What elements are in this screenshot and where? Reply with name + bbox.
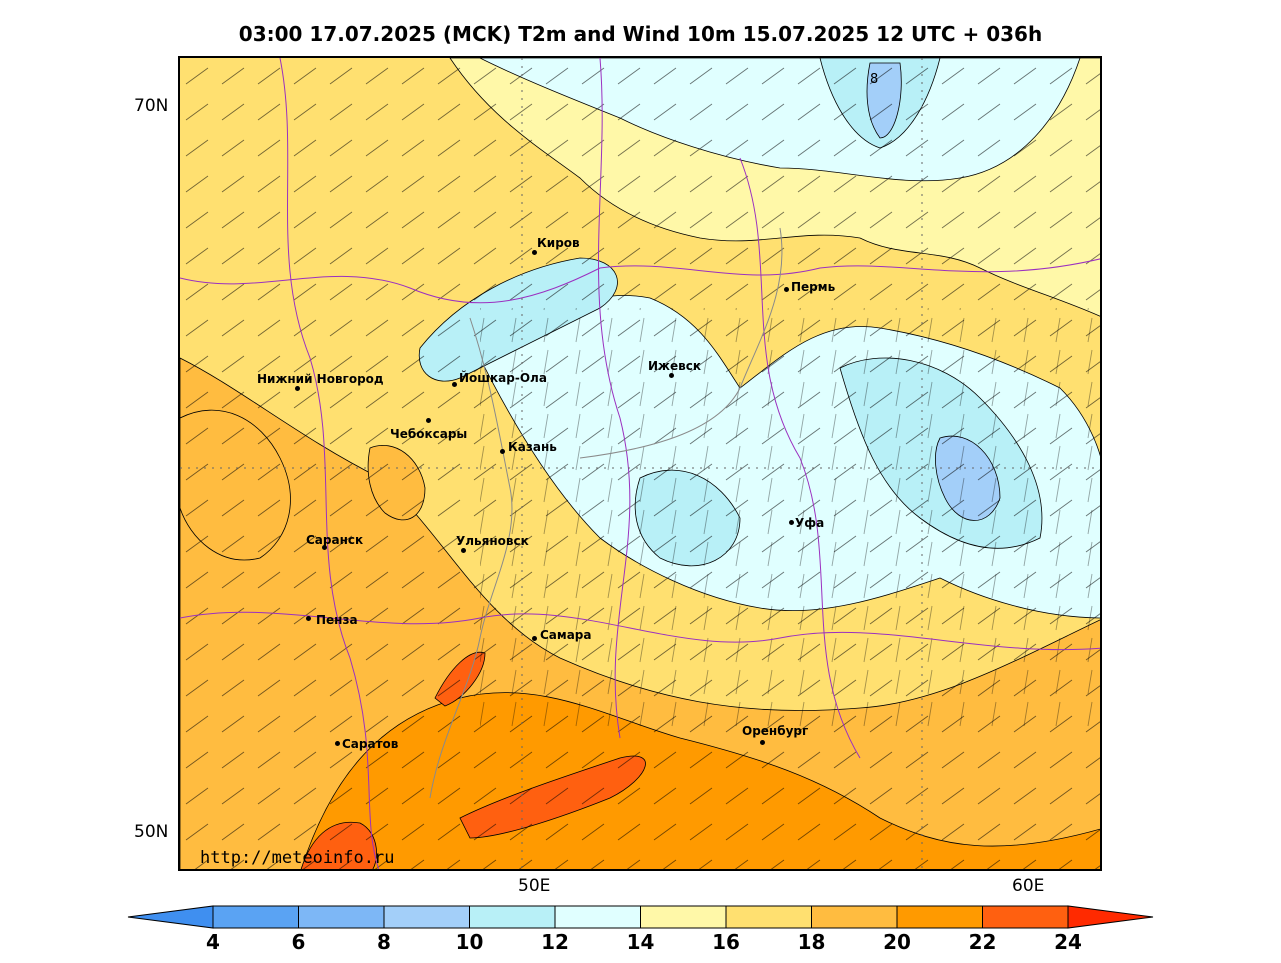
colorbar-segment xyxy=(725,905,812,929)
city-dot-yoshkar xyxy=(452,382,457,387)
city-dot-perm xyxy=(784,287,789,292)
colorbar-segment xyxy=(469,905,556,929)
city-label-orenburg: Оренбург xyxy=(742,724,809,738)
colorbar-segment xyxy=(383,905,470,929)
region-border-c xyxy=(598,58,631,739)
city-dot-samara xyxy=(532,636,537,641)
colorbar-tick-label: 6 xyxy=(291,930,306,954)
colorbar-tick-label: 16 xyxy=(712,930,740,954)
colorbar xyxy=(127,905,1154,929)
colorbar-segment xyxy=(896,905,983,929)
city-label-yoshkar: Йошкар-Ола xyxy=(459,371,547,385)
colorbar-tick-label: 10 xyxy=(455,930,484,954)
city-label-saratov: Саратов xyxy=(342,737,399,751)
city-dot-penza xyxy=(306,616,311,621)
city-label-cheboksary: Чебоксары xyxy=(390,427,468,441)
colorbar-tick-label: 8 xyxy=(377,930,391,954)
watermark: http://meteoinfo.ru xyxy=(200,848,395,868)
colorbar-tick-label: 12 xyxy=(541,930,569,954)
city-dot-ulyanovsk xyxy=(461,548,466,553)
colorbar-segment xyxy=(640,905,727,929)
map-title: 03:00 17.07.2025 (MCK) T2m and Wind 10m … xyxy=(238,22,1043,46)
colorbar-extend-high xyxy=(1067,905,1154,929)
city-dot-kazan xyxy=(500,449,505,454)
city-dot-izhevsk xyxy=(669,373,674,378)
colorbar-tick-label: 20 xyxy=(883,930,911,954)
city-label-kazan: Казань xyxy=(508,440,557,454)
colorbar-tick-label: 18 xyxy=(797,930,826,954)
city-label-saransk: Саранск xyxy=(306,533,364,547)
lon-label-60e: 60E xyxy=(1012,876,1045,896)
colorbar-segment xyxy=(982,905,1069,929)
colorbar-tick-label: 22 xyxy=(968,930,997,954)
city-dot-saransk xyxy=(322,545,327,550)
colorbar-tick-label: 14 xyxy=(626,930,655,954)
city-label-izhevsk: Ижевск xyxy=(648,359,701,373)
city-dot-saratov xyxy=(335,741,340,746)
colorbar-extend-low xyxy=(127,905,214,929)
city-label-perm: Пермь xyxy=(791,280,836,294)
colorbar-tick-label: 4 xyxy=(206,930,220,954)
region-border-d xyxy=(739,157,861,759)
city-label-ulyanovsk: Ульяновск xyxy=(456,534,529,548)
city-dot-orenburg xyxy=(760,740,765,745)
city-dot-cheboksary xyxy=(426,418,431,423)
temperature-field xyxy=(180,58,1100,869)
city-label-samara: Самара xyxy=(540,628,592,642)
river-kama xyxy=(579,227,783,459)
city-label-nizhny: Нижний Новгород xyxy=(257,372,384,386)
lat-label-50n: 50N xyxy=(134,822,169,842)
city-label-kirov: Киров xyxy=(537,236,580,250)
region-border-b xyxy=(279,58,380,869)
colorbar-segment xyxy=(212,905,299,929)
river-volga xyxy=(429,317,513,799)
city-dot-ufa xyxy=(789,520,794,525)
city-label-penza: Пенза xyxy=(316,613,358,627)
contour-label-8: 8 xyxy=(870,72,879,87)
city-dot-kirov xyxy=(532,250,537,255)
colorbar-segment xyxy=(554,905,641,929)
lat-label-70n: 70N xyxy=(134,96,169,116)
temperature-map: 8 Киров Пермь Нижний Новгород Йошкар-Ола… xyxy=(178,56,1102,871)
region-border-e xyxy=(180,611,1100,651)
region-border-a xyxy=(180,258,1100,304)
city-label-ufa: Уфа xyxy=(795,516,825,530)
lon-label-50e: 50E xyxy=(518,876,551,896)
colorbar-segment xyxy=(298,905,385,929)
colorbar-segment xyxy=(811,905,898,929)
wind-barbs-vertical xyxy=(480,308,1100,728)
colorbar-tick-label: 24 xyxy=(1054,930,1082,954)
city-dot-nizhny xyxy=(295,386,300,391)
